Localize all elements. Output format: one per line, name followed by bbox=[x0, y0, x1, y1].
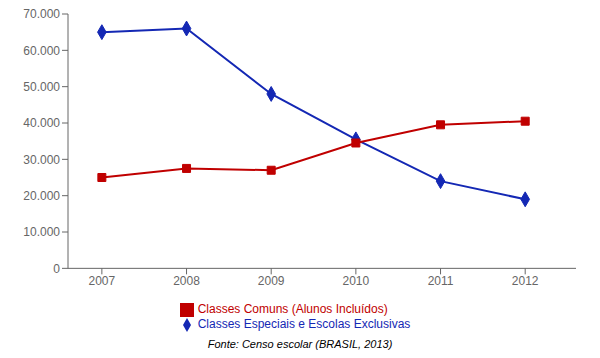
html-text:Classes Especiais e Escolas Ex: Classes Especiais e Escolas Exclusivas bbox=[197, 317, 411, 332]
svg-text:2012: 2012 bbox=[512, 274, 539, 288]
svg-text:50.000: 50.000 bbox=[23, 80, 60, 94]
svg-text:30.000: 30.000 bbox=[23, 153, 60, 167]
svg-text:60.000: 60.000 bbox=[23, 44, 60, 58]
svg-text:2010: 2010 bbox=[343, 274, 370, 288]
svg-text:10.000: 10.000 bbox=[23, 225, 60, 239]
svg-text:2007: 2007 bbox=[89, 274, 116, 288]
html-text:Classes Comuns (Alunos Incluíd: Classes Comuns (Alunos Incluídos) bbox=[197, 302, 388, 317]
svg-text:2008: 2008 bbox=[173, 274, 200, 288]
svg-text:20.000: 20.000 bbox=[23, 189, 60, 203]
svg-text:0: 0 bbox=[53, 262, 60, 276]
html-text:Fonte: Censo escolar (BRASIL,: Fonte: Censo escolar (BRASIL, 2013) bbox=[207, 338, 393, 350]
svg-text:2011: 2011 bbox=[428, 274, 454, 288]
svg-text:2009: 2009 bbox=[258, 274, 285, 288]
svg-text:40.000: 40.000 bbox=[23, 116, 60, 130]
svg-text:70.000: 70.000 bbox=[23, 7, 60, 21]
